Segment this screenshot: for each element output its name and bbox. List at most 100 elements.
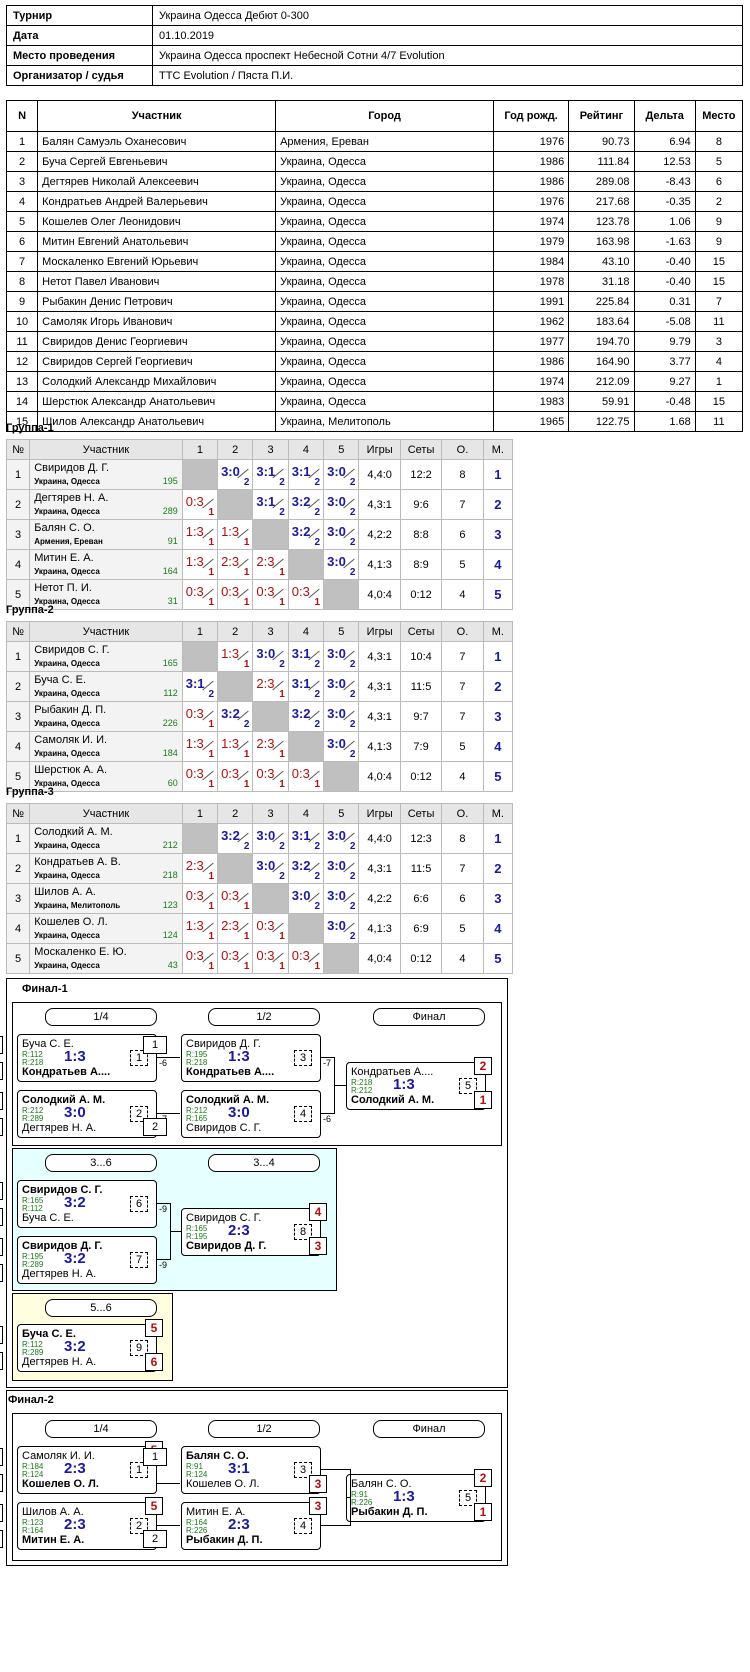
info-key: Организатор / судья xyxy=(6,65,153,86)
group-player-rating: 164 xyxy=(162,566,178,576)
participant-cell: 3 xyxy=(5,171,39,192)
group-diagonal-cell xyxy=(217,489,254,520)
final-place-box: 4 xyxy=(309,1203,327,1221)
participant-cell: 10 xyxy=(5,311,39,332)
group-result-score: 3:0 xyxy=(327,888,346,903)
match-player2: Солодкий А. М. xyxy=(351,1094,435,1106)
group-header-cell: М. xyxy=(482,621,514,642)
group-result-score: 0:3 xyxy=(256,584,275,599)
group-result-score: 0:3 xyxy=(291,948,310,963)
group-result-cell: 0:3 1 xyxy=(181,761,219,792)
group-player-rating: 226 xyxy=(162,718,178,728)
group-title: Группа-3 xyxy=(6,786,54,798)
bracket-line xyxy=(156,1203,170,1204)
group-result-cell: 0:3 1 xyxy=(181,579,219,610)
group-result-score: 3:0 xyxy=(327,494,346,509)
group-header-cell: О. xyxy=(441,621,484,642)
group-player-rating: 91 xyxy=(167,536,178,546)
group-result-cell: 3:0 2 xyxy=(217,459,254,490)
group-result-points: 2 xyxy=(349,871,356,882)
group-row-number: 2 xyxy=(5,489,31,520)
group-result-points: 2 xyxy=(314,841,321,852)
round-label: 1/4 xyxy=(45,1008,157,1026)
participant-cell: 6 xyxy=(5,231,39,252)
group-player-city: Украина, Одесса xyxy=(34,779,100,788)
group-diagonal-cell xyxy=(252,519,289,550)
group-result-score: 1:3 xyxy=(185,554,204,569)
group-place: 4 xyxy=(482,731,514,762)
group-result-cell: 3:0 2 xyxy=(323,519,360,550)
group-result-points: 2 xyxy=(349,537,356,548)
group-place: 3 xyxy=(482,701,514,732)
group-result-points: 2 xyxy=(314,719,321,730)
match-rating2: R:124 xyxy=(186,1470,208,1479)
group-games: 4,2:2 xyxy=(358,519,401,550)
group-result-cell: 2:3 1 xyxy=(252,549,289,580)
group-result-cell: 0:3 1 xyxy=(181,883,219,914)
match-player1: Буча С. Е. xyxy=(22,1328,76,1340)
group-points: 4 xyxy=(441,943,484,974)
group-header-cell: 4 xyxy=(287,621,325,642)
bracket-match: Балян С. О. R:91 R:124 3:1 3 Кошелев О. Л. xyxy=(181,1446,321,1494)
group-header-cell: № xyxy=(5,439,31,460)
loser-destination: -9 xyxy=(159,1260,168,1270)
seed-box: 3 xyxy=(0,1092,3,1110)
participant-cell: 11 xyxy=(5,331,39,352)
participant-row: 6 Митин Евгений Анатольевич Украина, Одесс… xyxy=(5,231,744,252)
match-rating1: R:212 xyxy=(186,1106,208,1115)
group-result-cell: 3:2 2 xyxy=(217,823,254,854)
group-points: 5 xyxy=(441,731,484,762)
group-sets: 0:12 xyxy=(399,761,443,792)
participant-cell: 1986 xyxy=(492,171,570,192)
group-row: 3 Рыбакин Д. П. Украина, Одесса 226 0:3 1 3:2 2… xyxy=(5,701,514,732)
group-result-points: 2 xyxy=(349,841,356,852)
group-header-cell: Сеты xyxy=(399,439,443,460)
match-player1: Митин Е. А. xyxy=(186,1506,246,1518)
group-place: 1 xyxy=(482,641,514,672)
group-result-score: 3:0 xyxy=(327,706,346,721)
participant-cell: Украина, Одесса xyxy=(275,311,494,332)
group-result-cell: 3:1 2 xyxy=(287,459,325,490)
group-result-points: 2 xyxy=(279,871,285,882)
group-result-cell: 3:1 2 xyxy=(181,671,219,702)
match-number: 2 xyxy=(130,1518,148,1534)
group-result-cell: 0:3 1 xyxy=(252,579,289,610)
group-result-points: 2 xyxy=(314,689,321,700)
group-result-points: 1 xyxy=(243,659,250,670)
group-result-cell: 0:3 1 xyxy=(217,579,254,610)
match-rating2: R:289 xyxy=(22,1348,44,1357)
group-header-cell: № xyxy=(5,621,31,642)
group-diagonal-cell xyxy=(323,579,360,610)
bracket-line xyxy=(156,1259,170,1260)
participant-cell: 15 xyxy=(694,271,744,292)
match-player2: Рыбакин Д. П. xyxy=(186,1534,263,1546)
match-rating2: R:289 xyxy=(22,1114,44,1123)
final-place-box: 6 xyxy=(145,1353,163,1371)
round-label: 3...6 xyxy=(45,1154,157,1172)
group-player-city: Украина, Одесса xyxy=(34,719,100,728)
group-result-score: 3:0 xyxy=(221,464,240,479)
participant-cell: 11 xyxy=(694,311,744,332)
group-header-cell: 2 xyxy=(217,439,254,460)
group-place: 1 xyxy=(482,459,514,490)
group-player-city: Украина, Одесса xyxy=(34,841,100,850)
group-result-points: 1 xyxy=(208,931,215,942)
match-rating2: R:165 xyxy=(186,1114,208,1123)
group-points: 7 xyxy=(441,701,484,732)
group-diagonal-cell xyxy=(323,943,360,974)
group-header-cell: 1 xyxy=(181,439,219,460)
participants-header-cell: Участник xyxy=(37,100,277,132)
group-header-cell: Участник xyxy=(29,439,183,460)
participants-header-cell: Дельта xyxy=(633,100,696,132)
group-result-points: 2 xyxy=(349,567,356,578)
final2-main-bracket xyxy=(12,1413,502,1561)
group-result-cell: 3:1 2 xyxy=(287,671,325,702)
group-result-points: 2 xyxy=(349,477,356,488)
group-header-cell: 4 xyxy=(287,803,325,824)
seed-box: -6 xyxy=(0,1326,3,1344)
group-result-cell: 3:0 2 xyxy=(323,731,360,762)
group-row: 4 Самоляк И. И. Украина, Одесса 184 1:3 1 1:3 1… xyxy=(5,731,514,762)
group-result-points: 2 xyxy=(243,719,250,730)
match-player1: Свиридов Д. Г. xyxy=(186,1038,261,1050)
group-result-points: 1 xyxy=(314,779,321,790)
